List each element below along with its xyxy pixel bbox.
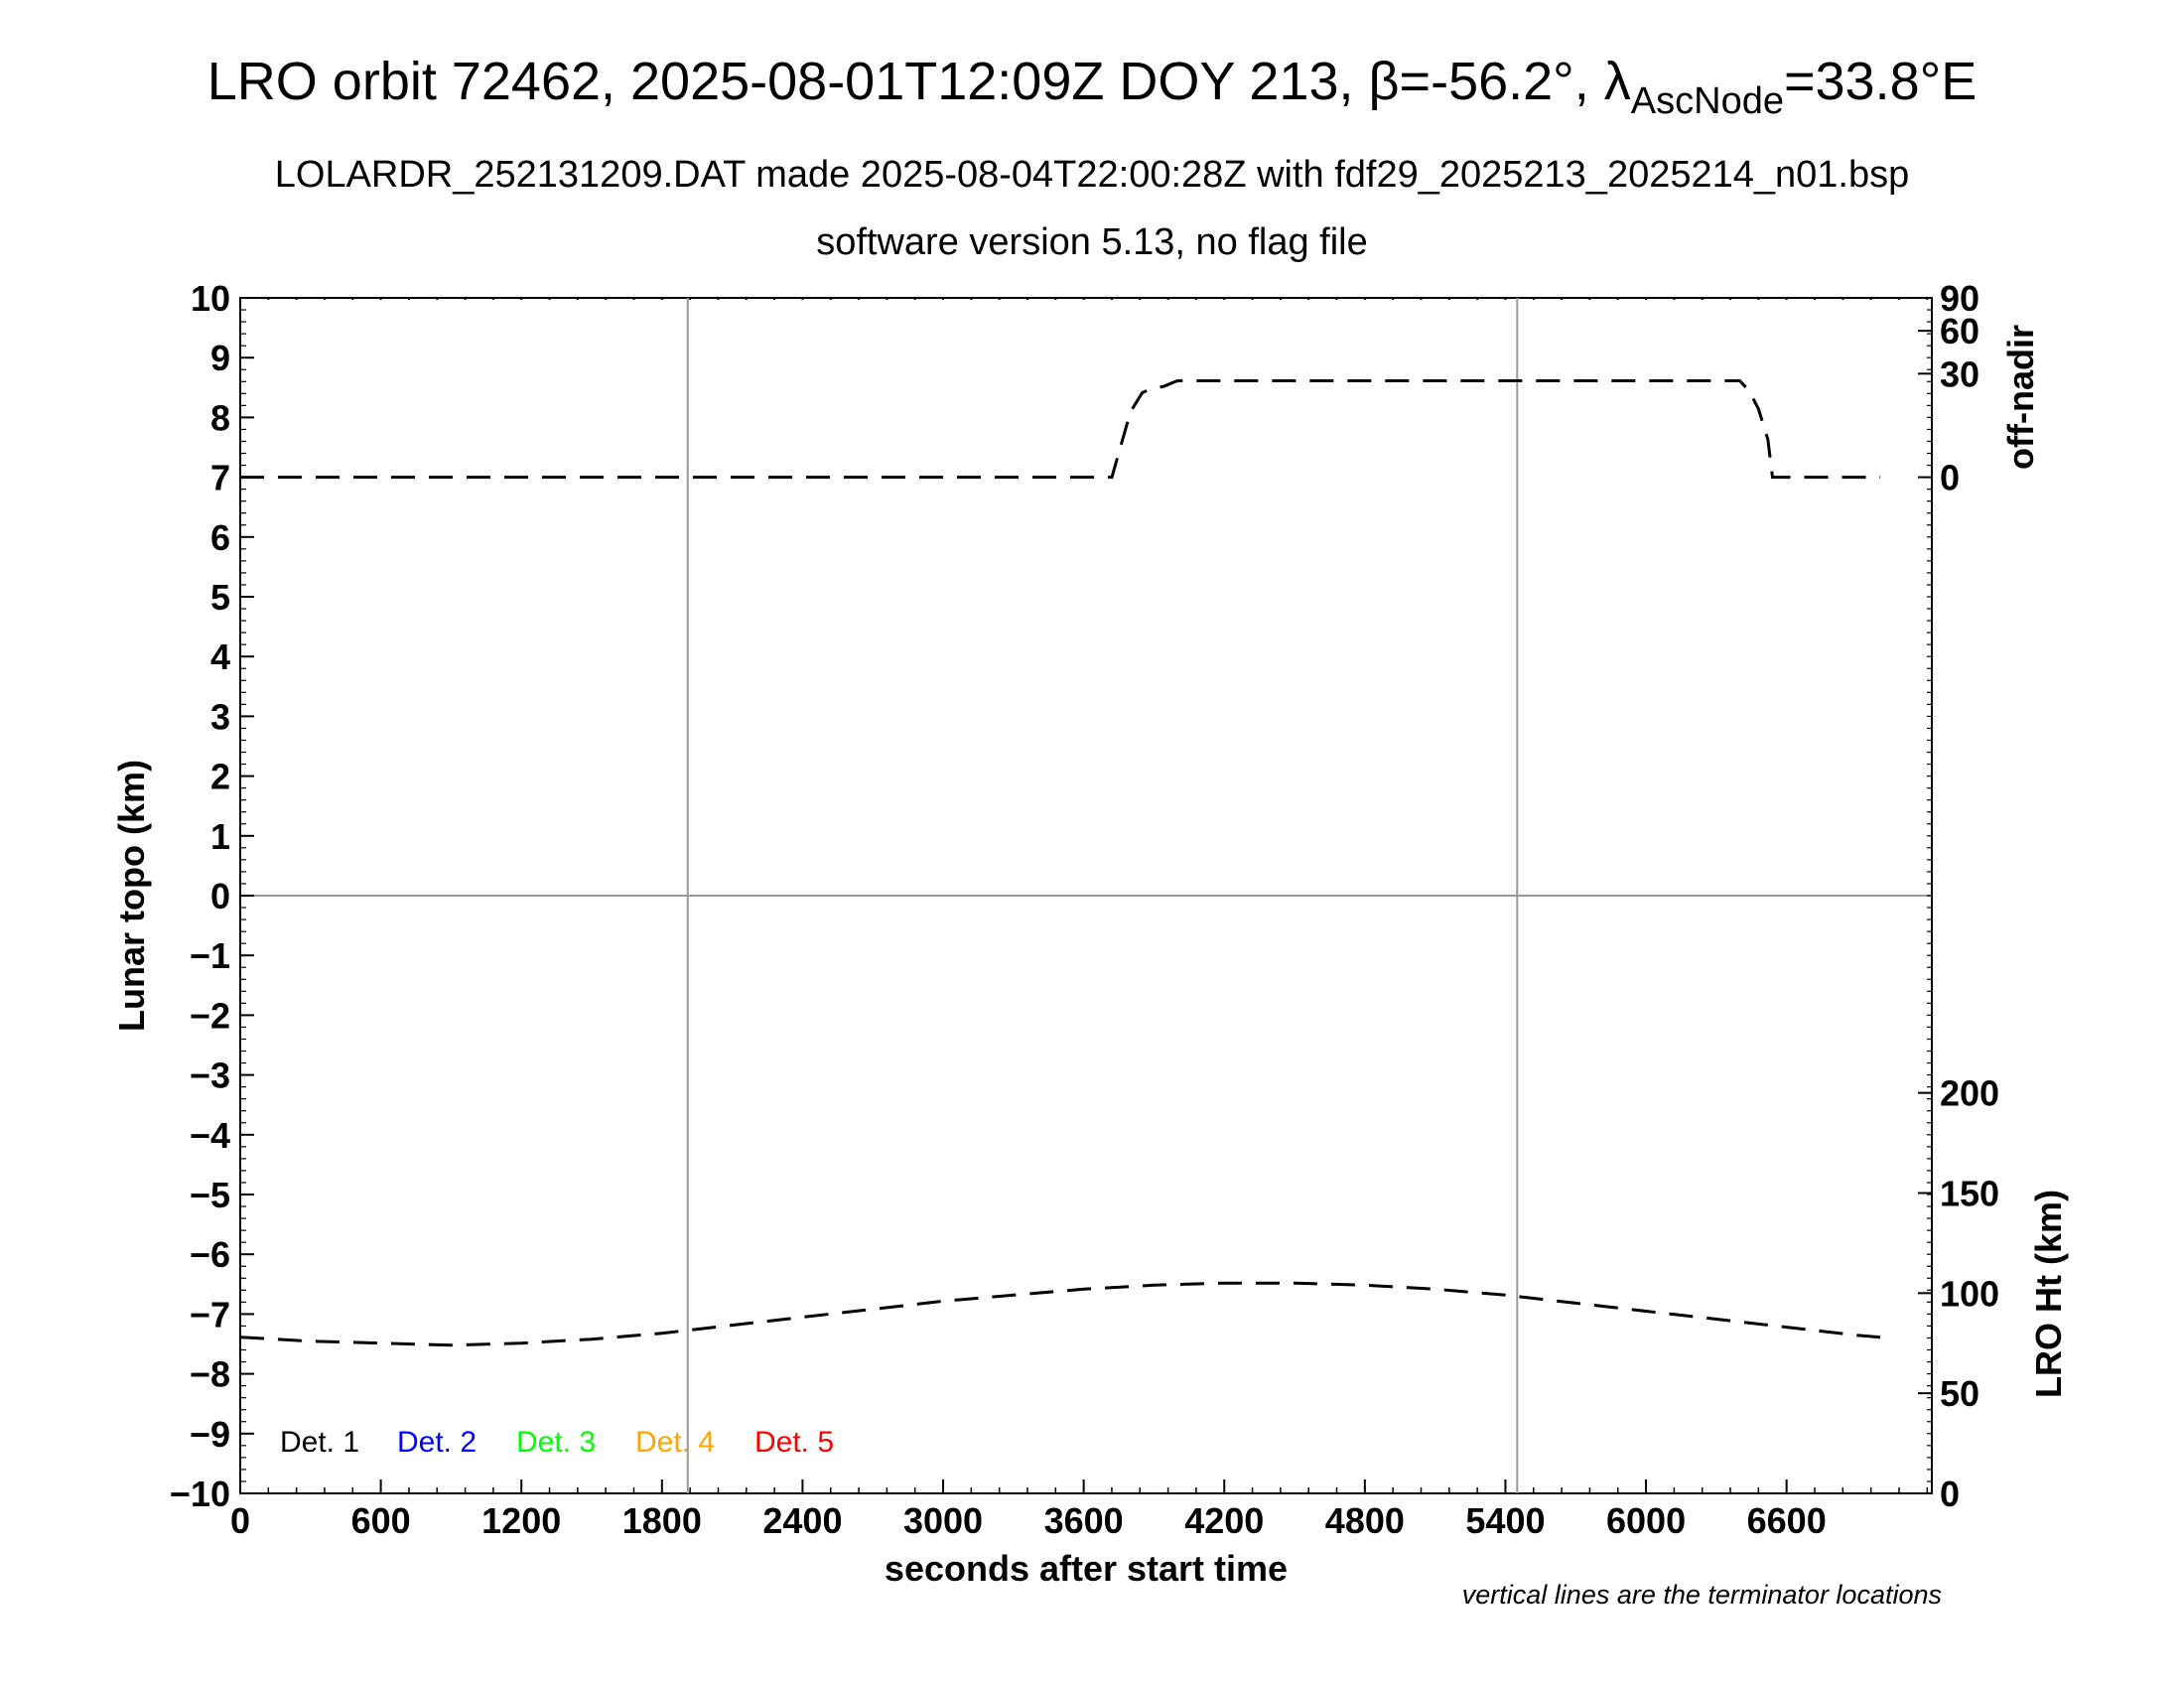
y-tick-label: 8 (210, 397, 230, 438)
y-axis-label-right-bottom: LRO Ht (km) (2028, 1190, 2069, 1398)
grid-layer (240, 298, 1932, 1493)
y-tick-label: −8 (190, 1354, 230, 1395)
off-nadir-tick-label: 60 (1940, 311, 1979, 352)
y-tick-label: 9 (210, 338, 230, 378)
x-tick-label: 1200 (481, 1500, 561, 1541)
legend: Det. 1 Det. 2 Det. 3 Det. 4 Det. 5 (280, 1426, 834, 1459)
height-tick-label: 100 (1940, 1273, 1999, 1314)
y-tick-label: 7 (210, 458, 230, 498)
y-tick-label: −2 (190, 995, 230, 1036)
x-tick-label: 3000 (903, 1500, 983, 1541)
off-nadir-tick-label: 30 (1940, 353, 1979, 394)
y-tick-label: −4 (190, 1115, 230, 1156)
y-tick-label: −10 (170, 1474, 230, 1514)
y-tick-label: 10 (191, 278, 230, 319)
y-tick-label: 6 (210, 517, 230, 558)
y-tick-label: 0 (210, 876, 230, 916)
legend-item-det-1: Det. 1 (280, 1426, 359, 1459)
off-nadir-line (240, 379, 1881, 480)
y-tick-label: −9 (190, 1414, 230, 1455)
y-tick-label: 5 (210, 577, 230, 618)
chart-subtitle: LOLARDR_252131209.DAT made 2025-08-04T22… (275, 154, 1910, 196)
height-tick-label: 200 (1940, 1073, 1999, 1114)
height-tick-label: 0 (1940, 1474, 1960, 1514)
x-tick-label: 4800 (1325, 1500, 1405, 1541)
y-tick-label: 3 (210, 696, 230, 737)
x-tick-label: 6000 (1606, 1500, 1686, 1541)
chart-title: LRO orbit 72462, 2025-08-01T12:09Z DOY 2… (207, 52, 1977, 122)
legend-item-det-4: Det. 4 (635, 1426, 715, 1459)
y-tick-label: −1 (190, 935, 230, 976)
x-tick-label: 1800 (622, 1500, 702, 1541)
legend-item-det-3: Det. 3 (516, 1426, 596, 1459)
x-tick-label: 6600 (1747, 1500, 1827, 1541)
x-axis: 0 600 1200 1800 2400 3000 3600 4200 4800 5400 6000… (230, 298, 1929, 1541)
y-axis-label-right-top: off-nadir (2000, 325, 2041, 470)
y-tick-label: 1 (210, 816, 230, 857)
x-tick-label: 5400 (1465, 1500, 1545, 1541)
series-layer (239, 379, 1881, 1347)
x-tick-label: 4200 (1184, 1500, 1264, 1541)
lro-height-line (239, 1281, 1881, 1347)
x-axis-label: seconds after start time (885, 1548, 1288, 1589)
x-tick-label: 3600 (1044, 1500, 1124, 1541)
y-tick-label: 4 (210, 636, 230, 677)
off-nadir-tick-label: 0 (1940, 458, 1960, 498)
off-nadir-tick-label: 90 (1940, 278, 1979, 319)
x-tick-label: 0 (230, 1500, 250, 1541)
chart-subtitle-2: software version 5.13, no flag file (816, 221, 1368, 263)
x-tick-label: 600 (351, 1500, 411, 1541)
y-tick-label: 2 (210, 757, 230, 797)
y-tick-label: −7 (190, 1294, 230, 1335)
legend-item-det-2: Det. 2 (397, 1426, 477, 1459)
x-tick-label: 2400 (762, 1500, 842, 1541)
y-axis-label-left: Lunar topo (km) (111, 760, 152, 1032)
footnote: vertical lines are the terminator locati… (1462, 1580, 1942, 1610)
y-tick-label: −3 (190, 1055, 230, 1096)
height-tick-label: 150 (1940, 1173, 1999, 1213)
y-tick-label: −6 (190, 1234, 230, 1275)
height-tick-label: 50 (1940, 1373, 1979, 1414)
legend-item-det-5: Det. 5 (754, 1426, 834, 1459)
y-tick-label: −5 (190, 1175, 230, 1215)
